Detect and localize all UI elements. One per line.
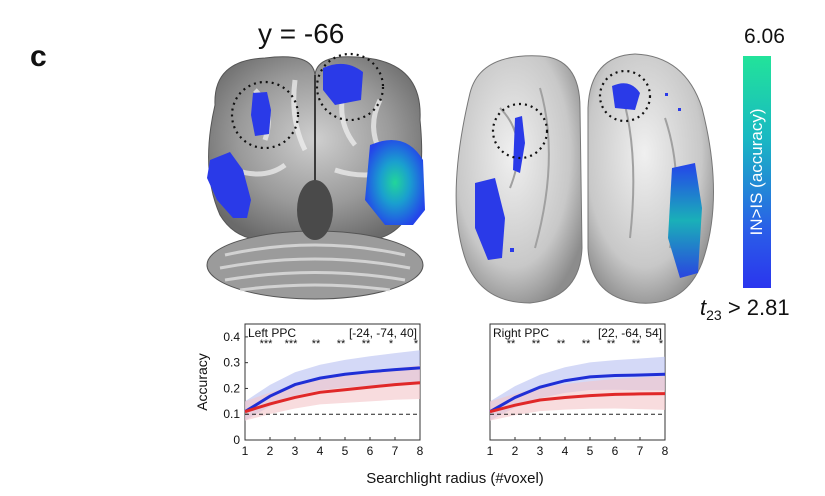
- threshold-rest: > 2.81: [721, 295, 790, 320]
- panel-label: c: [30, 40, 47, 73]
- significance-mark: *: [389, 338, 394, 350]
- significance-mark: **: [507, 338, 516, 350]
- surface-render-image: [455, 53, 714, 304]
- y-tick-label: 0.4: [223, 330, 240, 344]
- series-band-is: [490, 376, 665, 421]
- significance-mark: **: [582, 338, 591, 350]
- significance-mark: **: [312, 338, 321, 350]
- significance-mark: *: [659, 338, 664, 350]
- x-tick-label: 1: [487, 444, 494, 458]
- series-line-in: [489, 372, 666, 413]
- series-line-in: [244, 366, 421, 413]
- significance-mark: ***: [285, 338, 299, 350]
- x-tick-label: 6: [367, 444, 374, 458]
- colorbar: [743, 56, 771, 288]
- y-tick-label: 0.1: [223, 407, 240, 421]
- significance-mark: **: [362, 338, 371, 350]
- significance-mark: **: [632, 338, 641, 350]
- series-line-is: [244, 381, 421, 414]
- x-tick-label: 2: [512, 444, 519, 458]
- threshold-label: t23 > 2.81: [700, 295, 790, 323]
- significance-mark: *: [414, 338, 419, 350]
- x-axis-label: Searchlight radius (#voxel): [366, 470, 544, 487]
- x-tick-label: 8: [417, 444, 424, 458]
- series-band-is: [245, 365, 420, 421]
- chart-title: Right PPC: [493, 326, 549, 340]
- slice-title: y = -66: [258, 18, 345, 49]
- chart-coords: [22, -64, 54]: [598, 326, 662, 340]
- coronal-slice-image: [206, 52, 425, 300]
- significance-mark: ***: [260, 338, 274, 350]
- x-tick-label: 6: [612, 444, 619, 458]
- series-line-is: [489, 392, 666, 414]
- y-tick-label: 0.3: [223, 356, 240, 370]
- significance-mark: **: [607, 338, 616, 350]
- x-tick-label: 5: [587, 444, 594, 458]
- x-tick-label: 5: [342, 444, 349, 458]
- x-tick-label: 4: [317, 444, 324, 458]
- x-tick-label: 7: [392, 444, 399, 458]
- threshold-sub: 23: [706, 307, 722, 323]
- significance-mark: **: [337, 338, 346, 350]
- x-tick-label: 1: [242, 444, 249, 458]
- x-tick-label: 3: [292, 444, 299, 458]
- colorbar-max: 6.06: [744, 25, 785, 48]
- y-tick-label: 0: [233, 433, 240, 447]
- y-axis-label: Accuracy: [194, 353, 210, 411]
- x-tick-label: 8: [662, 444, 669, 458]
- y-tick-label: 0.2: [223, 381, 240, 395]
- x-tick-label: 3: [537, 444, 544, 458]
- x-tick-label: 2: [267, 444, 274, 458]
- threshold-t: t: [700, 295, 707, 320]
- x-tick-label: 4: [562, 444, 569, 458]
- chart-title: Left PPC: [248, 326, 296, 340]
- chart-coords: [-24, -74, 40]: [349, 326, 417, 340]
- x-tick-label: 7: [637, 444, 644, 458]
- significance-mark: **: [532, 338, 541, 350]
- significance-mark: **: [557, 338, 566, 350]
